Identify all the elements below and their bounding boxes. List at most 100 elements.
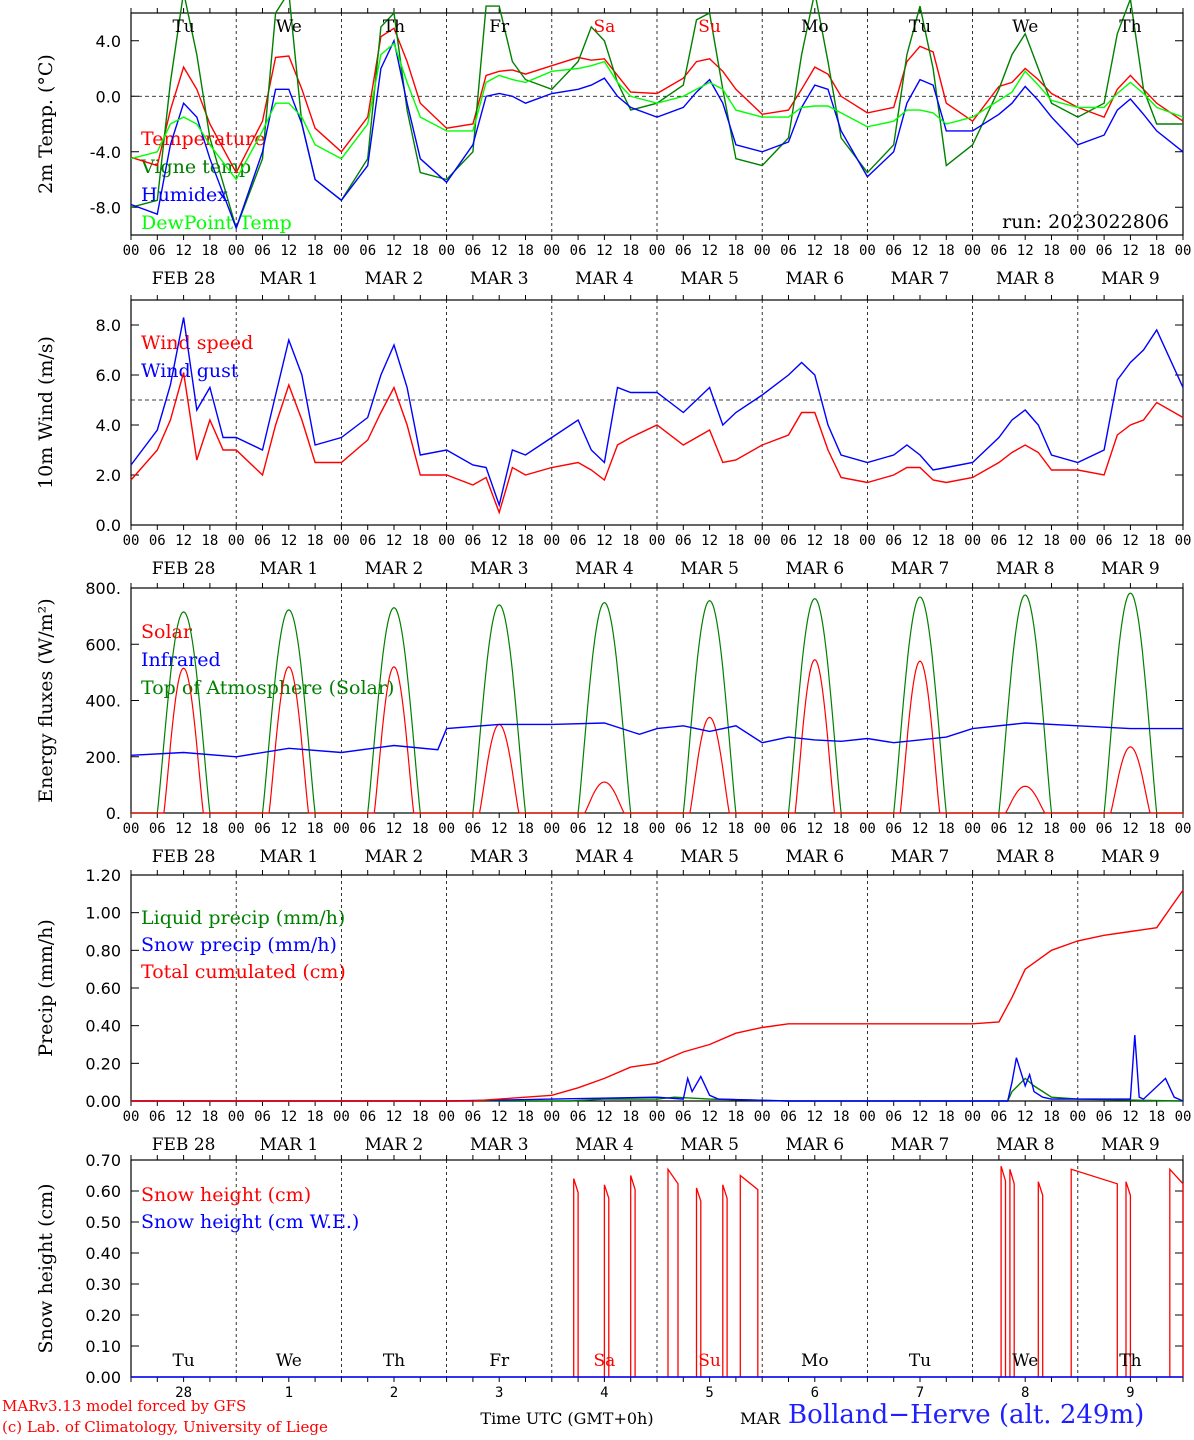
x-hour-label: 12 <box>701 821 718 837</box>
x-hour-label: 00 <box>543 1109 560 1125</box>
x-day-number: 28 <box>175 1385 192 1401</box>
y-tick-label: 0.00 <box>85 1092 121 1111</box>
weekday-label: We <box>1012 17 1038 37</box>
x-hour-label: 06 <box>780 533 797 549</box>
x-hour-label: 18 <box>938 533 955 549</box>
x-hour-label: 06 <box>464 1109 481 1125</box>
x-hour-label: 00 <box>1069 533 1086 549</box>
series-line <box>130 372 1184 515</box>
x-hour-label: 06 <box>990 533 1007 549</box>
x-hour-label: 12 <box>175 1109 192 1125</box>
x-hour-label: 18 <box>1148 243 1165 259</box>
x-hour-label: 00 <box>1175 821 1192 837</box>
x-hour-label: 06 <box>885 821 902 837</box>
x-hour-label: 00 <box>543 821 560 837</box>
legend-entry: Top of Atmosphere (Solar) <box>141 677 394 699</box>
series-line <box>131 1035 1184 1102</box>
x-hour-label: 00 <box>859 1109 876 1125</box>
x-day-number: 8 <box>1021 1385 1029 1401</box>
x-hour-label: 06 <box>570 1109 587 1125</box>
panel-1: 4.0 0.0 -4.0 -8.0 2m Temp. (°C) 00 06 12 18 00 06 1… <box>35 0 1191 289</box>
x-day-label: MAR 3 <box>470 559 529 579</box>
legend-entry: Snow height (cm W.E.) <box>141 1211 359 1233</box>
x-hour-label: 18 <box>938 821 955 837</box>
x-hour-label: 12 <box>386 821 403 837</box>
x-hour-label: 18 <box>727 533 744 549</box>
x-hour-label: 06 <box>675 243 692 259</box>
x-hour-label: 00 <box>333 533 350 549</box>
x-hour-label: 12 <box>912 821 929 837</box>
x-hour-label: 00 <box>1175 243 1192 259</box>
x-hour-label: 06 <box>464 243 481 259</box>
x-hour-label: 06 <box>254 243 271 259</box>
legend-entry: Solar <box>141 621 193 643</box>
x-day-label: MAR 8 <box>996 559 1055 579</box>
x-day-label: MAR 3 <box>470 269 529 289</box>
x-hour-label: 12 <box>280 243 297 259</box>
y-tick-label: 0.50 <box>85 1213 121 1232</box>
y-axis-label: 10m Wind (m/s) <box>35 336 57 489</box>
x-hour-label: 06 <box>780 1109 797 1125</box>
snow-spike <box>739 1174 759 1377</box>
y-tick-label: 0.0 <box>96 516 121 535</box>
x-hour-label: 12 <box>175 821 192 837</box>
x-hour-label: 00 <box>649 1109 666 1125</box>
series-line <box>130 42 1184 181</box>
x-hour-label: 06 <box>464 533 481 549</box>
x-day-label: MAR 5 <box>680 1135 739 1155</box>
x-hour-label: 06 <box>1096 821 1113 837</box>
y-tick-label: 6.0 <box>96 366 121 385</box>
x-axis-label: Time UTC (GMT+0h) <box>480 1409 653 1428</box>
x-hour-label: 00 <box>649 821 666 837</box>
x-day-label: MAR 9 <box>1101 269 1160 289</box>
x-day-number: 7 <box>916 1385 924 1401</box>
x-day-label: MAR 6 <box>785 269 844 289</box>
x-day-label: MAR 7 <box>891 269 950 289</box>
x-hour-label: 18 <box>412 821 429 837</box>
x-hour-label: 06 <box>359 243 376 259</box>
x-hour-label: 12 <box>1017 243 1034 259</box>
x-hour-label: 06 <box>675 821 692 837</box>
x-hour-label: 00 <box>228 1109 245 1125</box>
y-tick-label: 600. <box>85 635 121 654</box>
x-day-label: MAR 1 <box>259 1135 318 1155</box>
x-hour-label: 00 <box>859 243 876 259</box>
x-hour-label: 18 <box>307 1109 324 1125</box>
x-hour-label: 00 <box>438 533 455 549</box>
legend-entry: Humidex <box>141 184 228 206</box>
x-hour-label: 18 <box>201 1109 218 1125</box>
panel-3: 800. 600. 400. 200. 0. Energy fluxes (W/m²) 00… <box>35 579 1191 867</box>
x-day-label: MAR 5 <box>680 269 739 289</box>
legend-entry: Wind speed <box>141 332 253 354</box>
x-day-number: 3 <box>495 1385 503 1401</box>
x-day-label: MAR 2 <box>365 559 424 579</box>
x-hour-label: 12 <box>596 243 613 259</box>
x-hour-label: 18 <box>833 821 850 837</box>
x-hour-label: 06 <box>359 533 376 549</box>
plot-frame <box>130 587 1184 814</box>
x-day-label: MAR 5 <box>680 559 739 579</box>
x-hour-label: 06 <box>780 821 797 837</box>
x-hour-label: 12 <box>806 821 823 837</box>
x-hour-label: 12 <box>806 533 823 549</box>
x-day-label: MAR 7 <box>891 559 950 579</box>
footer-copyright: (c) Lab. of Climatology, University of L… <box>2 1418 328 1436</box>
x-hour-label: 00 <box>228 533 245 549</box>
x-day-number: 1 <box>285 1385 293 1401</box>
x-hour-label: 00 <box>649 533 666 549</box>
x-day-label: MAR 3 <box>470 847 529 867</box>
x-hour-label: 18 <box>622 533 639 549</box>
weekday-label: We <box>276 17 302 37</box>
x-hour-label: 18 <box>307 533 324 549</box>
weekday-label: Tu <box>909 1351 931 1371</box>
x-hour-label: 18 <box>307 243 324 259</box>
station-label: Bolland−Herve (alt. 249m) <box>788 1400 1145 1430</box>
x-day-label: FEB 28 <box>152 269 216 289</box>
y-tick-label: 0.00 <box>85 1368 121 1387</box>
snow-spike <box>1125 1181 1132 1377</box>
x-day-label: FEB 28 <box>152 847 216 867</box>
series-line <box>131 889 1184 1102</box>
x-hour-label: 00 <box>964 243 981 259</box>
x-hour-label: 00 <box>228 243 245 259</box>
x-hour-label: 12 <box>1017 533 1034 549</box>
